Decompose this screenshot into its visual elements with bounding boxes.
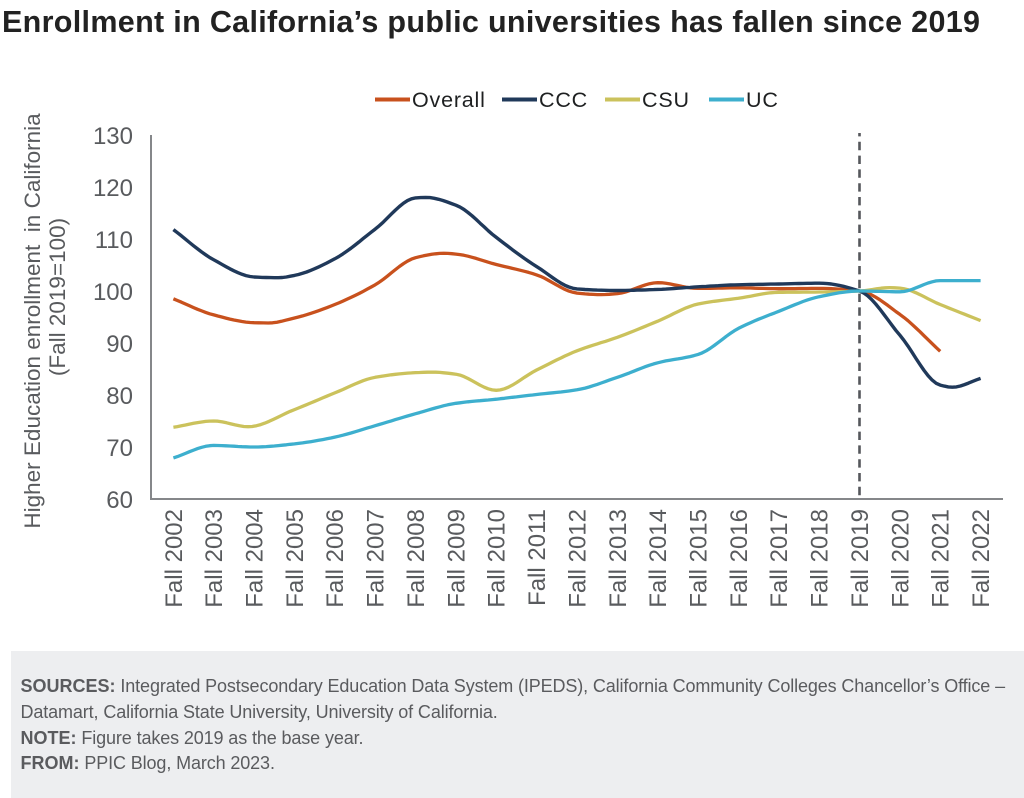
svg-text:90: 90 [106, 331, 133, 358]
svg-text:Fall 2006: Fall 2006 [322, 509, 349, 608]
svg-text:Higher Education enrollment i: Higher Education enrollment in Californi… [20, 113, 45, 529]
svg-text:Fall 2014: Fall 2014 [645, 509, 672, 608]
svg-text:Fall 2007: Fall 2007 [363, 509, 390, 608]
svg-text:Fall 2022: Fall 2022 [968, 509, 995, 608]
svg-text:70: 70 [106, 435, 133, 462]
svg-text:Fall 2004: Fall 2004 [242, 509, 269, 608]
svg-text:Overall: Overall [412, 88, 486, 112]
svg-text:Fall 2008: Fall 2008 [403, 509, 430, 608]
svg-text:Fall 2002: Fall 2002 [161, 509, 188, 608]
svg-text:Fall 2013: Fall 2013 [605, 509, 632, 608]
svg-text:Fall 2011: Fall 2011 [524, 509, 551, 606]
svg-text:Fall 2019: Fall 2019 [847, 509, 874, 608]
svg-text:Fall 2003: Fall 2003 [201, 509, 228, 608]
svg-text:Fall 2016: Fall 2016 [726, 509, 753, 608]
svg-text:110: 110 [95, 227, 133, 254]
svg-text:80: 80 [106, 383, 133, 410]
svg-text:Fall 2018: Fall 2018 [807, 509, 834, 608]
svg-text:Fall 2012: Fall 2012 [564, 509, 591, 608]
svg-text:CSU: CSU [642, 88, 690, 112]
svg-text:120: 120 [93, 175, 133, 202]
svg-text:CCC: CCC [539, 88, 588, 112]
svg-text:Fall 2017: Fall 2017 [766, 509, 793, 608]
svg-text:Fall 2009: Fall 2009 [443, 509, 470, 608]
svg-text:130: 130 [93, 123, 133, 150]
svg-text:(Fall 2019=100): (Fall 2019=100) [45, 218, 70, 376]
svg-text:Fall 2020: Fall 2020 [887, 509, 914, 608]
svg-text:100: 100 [93, 279, 133, 306]
svg-text:Fall 2010: Fall 2010 [484, 509, 511, 608]
svg-text:Fall 2005: Fall 2005 [282, 509, 309, 608]
svg-text:UC: UC [746, 88, 779, 112]
svg-text:Fall 2021: Fall 2021 [928, 509, 955, 608]
svg-text:60: 60 [106, 487, 133, 514]
svg-text:Fall 2015: Fall 2015 [686, 509, 713, 608]
